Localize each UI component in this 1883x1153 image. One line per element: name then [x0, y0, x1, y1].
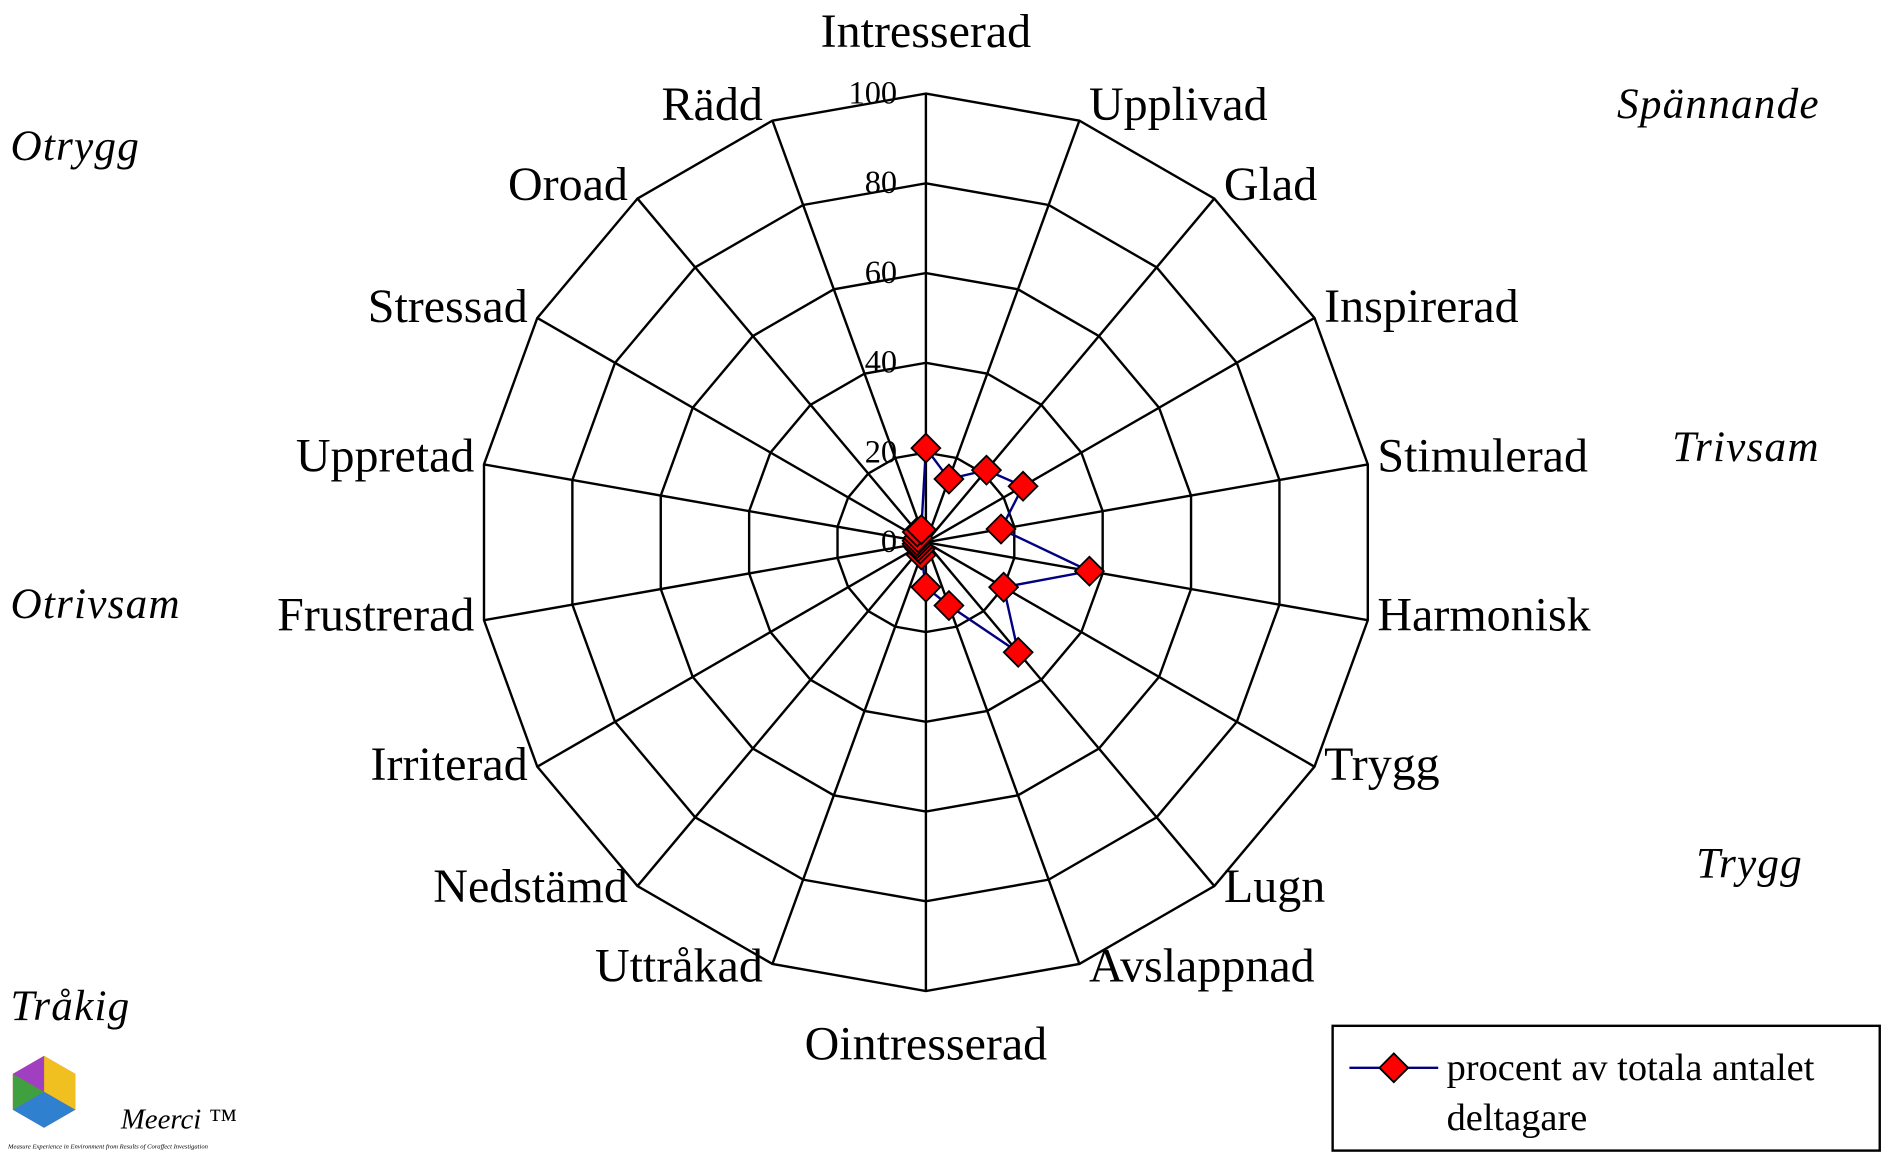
marker	[933, 463, 965, 495]
category-label: Harmonisk	[1377, 589, 1590, 642]
spoke	[771, 541, 928, 965]
marker	[987, 571, 1020, 603]
logo: Meerci ™ Measure Experience in Environme…	[7, 1055, 237, 1151]
r-tick-label: 60	[865, 255, 897, 291]
marker	[1007, 470, 1039, 502]
r-tick-label: 20	[865, 434, 897, 470]
marker	[970, 454, 1003, 486]
annotation: Trivsam	[1672, 424, 1820, 471]
category-label: Uttråkad	[595, 940, 763, 993]
category-label: Avslappnad	[1089, 940, 1315, 993]
marker	[905, 513, 937, 546]
spoke	[924, 541, 1216, 887]
category-label: Intresserad	[821, 5, 1032, 58]
category-label: Stressad	[368, 280, 528, 333]
legend	[1331, 1024, 1881, 1152]
spoke	[924, 197, 1216, 544]
spoke	[925, 316, 1316, 544]
marker	[910, 571, 942, 603]
marker	[910, 432, 942, 464]
r-tick-label: 40	[865, 345, 897, 381]
category-label: Rädd	[662, 78, 763, 131]
marker	[1073, 555, 1106, 587]
marker	[985, 513, 1017, 545]
spoke	[536, 541, 927, 768]
category-label: Irriterad	[371, 738, 528, 791]
annotation: Trygg	[1696, 840, 1803, 887]
spoke	[483, 463, 927, 544]
category-label: Uppretad	[296, 429, 475, 482]
spoke	[536, 316, 927, 544]
annotation: Otrivsam	[10, 581, 180, 628]
spoke	[636, 197, 927, 544]
legend-label-box: procent av totala antalet deltagare	[1446, 1045, 1815, 1139]
annotation: Tråkig	[10, 983, 130, 1030]
category-label: Frustrerad	[277, 589, 474, 642]
category-label: Lugn	[1224, 860, 1325, 913]
category-label: Ointresserad	[805, 1018, 1048, 1071]
category-label: Trygg	[1324, 738, 1440, 791]
spoke	[925, 541, 1369, 622]
marker	[1002, 636, 1034, 668]
r-tick-label: 80	[865, 165, 897, 201]
category-label: Upplivad	[1089, 78, 1268, 131]
category-label: Inspirerad	[1324, 280, 1519, 333]
spoke	[925, 541, 1316, 768]
spoke	[771, 120, 928, 543]
logo-tagline: Measure Experience in Environment from R…	[7, 1144, 209, 1151]
annotation: Otrygg	[10, 123, 140, 170]
category-label: Oroad	[508, 158, 628, 211]
spoke	[636, 541, 927, 887]
spoke	[483, 541, 927, 622]
r-tick-label: 100	[849, 75, 898, 111]
logo-name: Meerci ™	[120, 1103, 237, 1135]
legend-marker	[1378, 1052, 1410, 1084]
category-label: Nedstämd	[433, 860, 628, 913]
r-tick-label: 0	[881, 524, 897, 560]
annotation: Spännande	[1617, 81, 1820, 128]
legend-label: procent av totala antalet deltagare	[1446, 1045, 1815, 1139]
category-label: Stimulerad	[1377, 429, 1588, 482]
marker	[933, 589, 965, 622]
category-label: Glad	[1224, 158, 1317, 211]
